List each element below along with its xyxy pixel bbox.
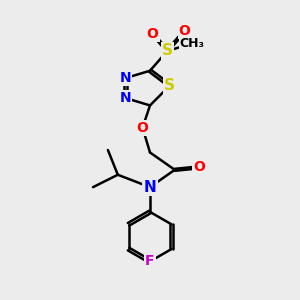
Text: O: O: [194, 160, 206, 174]
Text: N: N: [119, 71, 131, 85]
Text: N: N: [119, 91, 131, 105]
Text: O: O: [136, 121, 148, 135]
Text: O: O: [179, 24, 190, 38]
Text: S: S: [162, 44, 173, 59]
Text: O: O: [146, 27, 158, 40]
Text: N: N: [144, 180, 156, 195]
Text: F: F: [145, 254, 155, 268]
Text: S: S: [164, 78, 175, 93]
Text: CH₃: CH₃: [180, 37, 205, 50]
